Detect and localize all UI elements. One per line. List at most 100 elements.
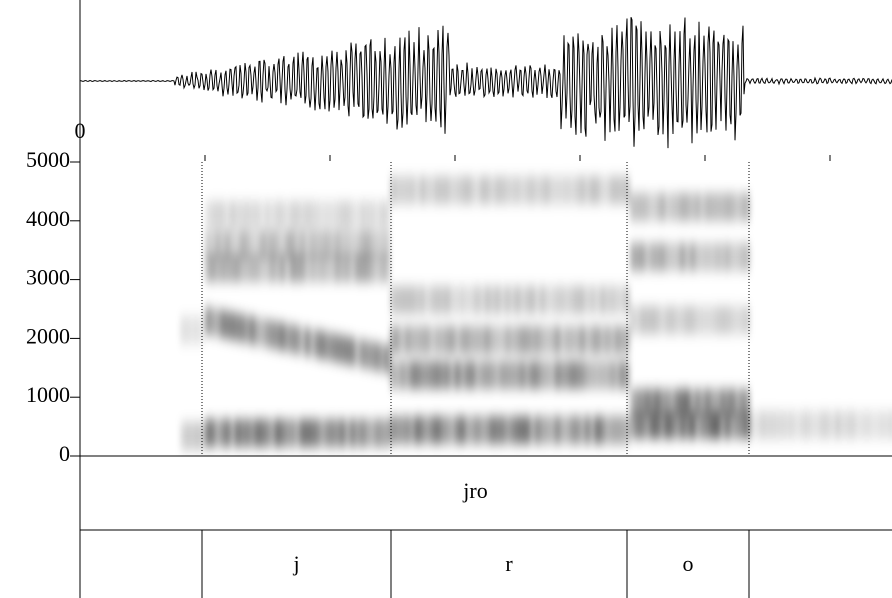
spectral-band [711,243,714,271]
spectral-band [731,306,734,334]
spectral-band [646,389,649,417]
spectral-band [416,416,419,444]
spectral-band [596,416,599,444]
spectral-band [781,411,784,439]
spectral-band [356,201,359,229]
spectral-band [231,312,234,341]
spectral-band [696,193,699,221]
spectral-band [496,361,499,389]
spectral-band [691,389,694,417]
spectral-band [651,193,654,221]
spectral-band [446,286,449,314]
spectral-band [511,176,514,204]
spectral-band [656,306,659,334]
spectral-band [661,411,664,439]
spectral-band [411,176,414,204]
spectral-band [366,201,369,229]
spectral-band [301,254,304,282]
spectral-band [526,286,529,314]
spectral-band [511,286,514,314]
spectral-band [331,419,334,447]
spectral-band [776,411,779,439]
spectral-band [296,419,299,447]
spectral-band [451,361,454,389]
spectral-band [386,201,389,229]
spectral-band [426,286,429,314]
spectral-band [456,286,459,314]
spectral-band [821,411,824,439]
spectral-band [786,411,789,439]
spectral-band [406,326,409,354]
spectral-band [836,411,839,439]
spectral-band [506,176,509,204]
spectral-band [311,201,314,229]
spectral-band [396,176,399,204]
spectral-band [501,176,504,204]
spectral-band [231,419,234,447]
spectral-band [801,411,804,439]
spectral-band [371,419,374,447]
spectral-band [486,176,489,204]
spectral-band [691,193,694,221]
spectral-band [536,361,539,389]
spectral-band [741,193,744,221]
spectral-band [621,416,624,444]
spectral-band [676,389,679,417]
spectral-band [206,419,209,447]
spectral-band [611,361,614,389]
spectral-band [381,419,384,447]
spectral-band [736,243,739,271]
spectral-band [351,201,354,229]
spectral-band [671,389,674,417]
y-tick-label: 0 [59,441,70,466]
spectral-band [696,306,699,334]
spectral-band [566,326,569,354]
spectral-band [641,411,644,439]
spectral-band [671,193,674,221]
spectral-band [301,419,304,447]
spectral-band [286,419,289,447]
spectral-band [676,411,679,439]
spectral-band [281,231,284,259]
spectral-band [771,411,774,439]
spectral-band [726,306,729,334]
spectral-band [441,176,444,204]
spectral-band [276,231,279,259]
spectral-band [391,176,394,204]
spectral-band [486,286,489,314]
spectral-band [871,411,874,439]
spectral-band [601,361,604,389]
spectral-band [726,411,729,439]
spectral-band [316,330,319,359]
spectral-band [551,176,554,204]
spectral-band [506,286,509,314]
spectral-band [686,411,689,439]
spectral-band [581,416,584,444]
spectral-band [601,416,604,444]
spectral-band [501,286,504,314]
spectral-band [641,243,644,271]
spectral-band [856,411,859,439]
spectral-band [521,176,524,204]
spectral-band [826,411,829,439]
spectral-band [351,337,354,366]
spectral-band [216,308,219,337]
spectral-band [311,419,314,447]
spectral-band [191,422,194,450]
spectral-band [181,422,184,450]
spectral-band [431,361,434,389]
y-tick-label: 4000 [26,206,70,231]
spectral-band [471,361,474,389]
spectral-band [556,286,559,314]
spectral-band [536,176,539,204]
spectral-band [571,286,574,314]
spectral-band [651,411,654,439]
spectral-band [756,411,759,439]
spectral-band [251,316,254,345]
spectral-band [561,286,564,314]
spectral-band [446,361,449,389]
spectral-band [741,243,744,271]
spectral-band [321,201,324,229]
spectral-band [586,176,589,204]
spectral-band [356,419,359,447]
